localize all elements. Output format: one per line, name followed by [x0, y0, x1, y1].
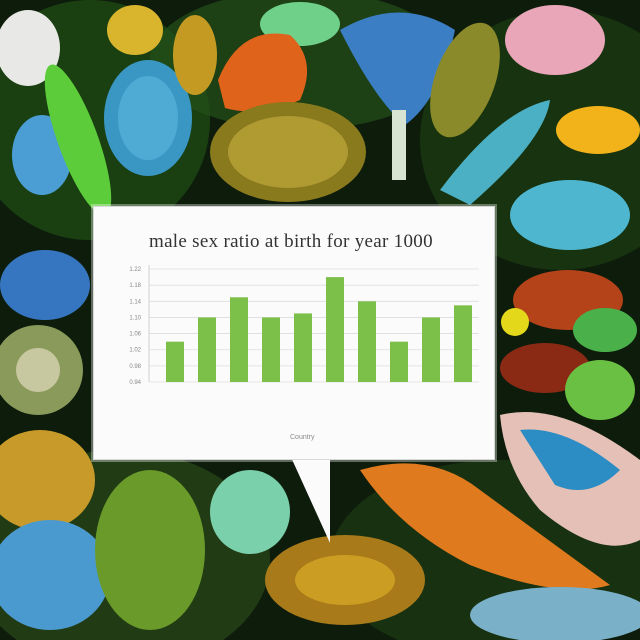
green-fern-shape — [44, 64, 112, 216]
blue-stem-shape — [0, 250, 90, 320]
bar — [294, 313, 312, 382]
y-tick-label: 1.14 — [129, 299, 141, 305]
y-tick-label: 1.06 — [129, 332, 141, 338]
teal-tube-shape — [510, 180, 630, 250]
pink-coral-shape — [505, 5, 605, 75]
bar — [230, 297, 248, 382]
y-tick-label: 1.02 — [129, 348, 141, 354]
mint-pebble-shape — [210, 470, 290, 554]
yellow-anemone-shape — [107, 5, 163, 55]
orange-creature-shape — [360, 463, 610, 590]
x-axis-label: Country — [290, 434, 315, 441]
y-tick-label: 1.22 — [129, 267, 141, 273]
chart-card-tail — [290, 455, 330, 543]
bar — [422, 317, 440, 382]
yellow-capsule-shape — [556, 106, 640, 154]
olive-leaf-shape — [430, 22, 500, 138]
bar — [454, 305, 472, 382]
y-tick-label: 0.94 — [129, 380, 141, 386]
bar — [198, 317, 216, 382]
y-tick-label: 0.98 — [129, 364, 141, 370]
teal-lily-shape — [470, 587, 640, 640]
chart-title: male sex ratio at birth for year 1000 — [149, 231, 433, 252]
olive-seed-shape — [173, 15, 217, 95]
chart-card: male sex ratio at birth for year 1000 Co… — [93, 206, 495, 460]
bar-chart: 0.94 0.98 1.02 1.06 1.10 1.14 1.18 1.22 — [129, 265, 479, 386]
orange-shell-shape — [218, 33, 308, 112]
bar — [358, 301, 376, 382]
bar — [390, 341, 408, 382]
green-pea-shape — [573, 308, 637, 352]
y-tick-label: 1.18 — [129, 283, 141, 289]
white-coral-shape — [0, 10, 60, 86]
bar — [166, 341, 184, 382]
green-cabbage-shape — [565, 360, 635, 420]
bar — [262, 317, 280, 382]
teal-frond-shape — [440, 100, 550, 205]
blue-mushroom-shape — [340, 12, 455, 125]
green-fan-shape — [95, 470, 205, 630]
y-tick-label: 1.10 — [129, 315, 141, 321]
bar — [326, 277, 344, 382]
gold-mushroom-shape — [0, 430, 95, 530]
